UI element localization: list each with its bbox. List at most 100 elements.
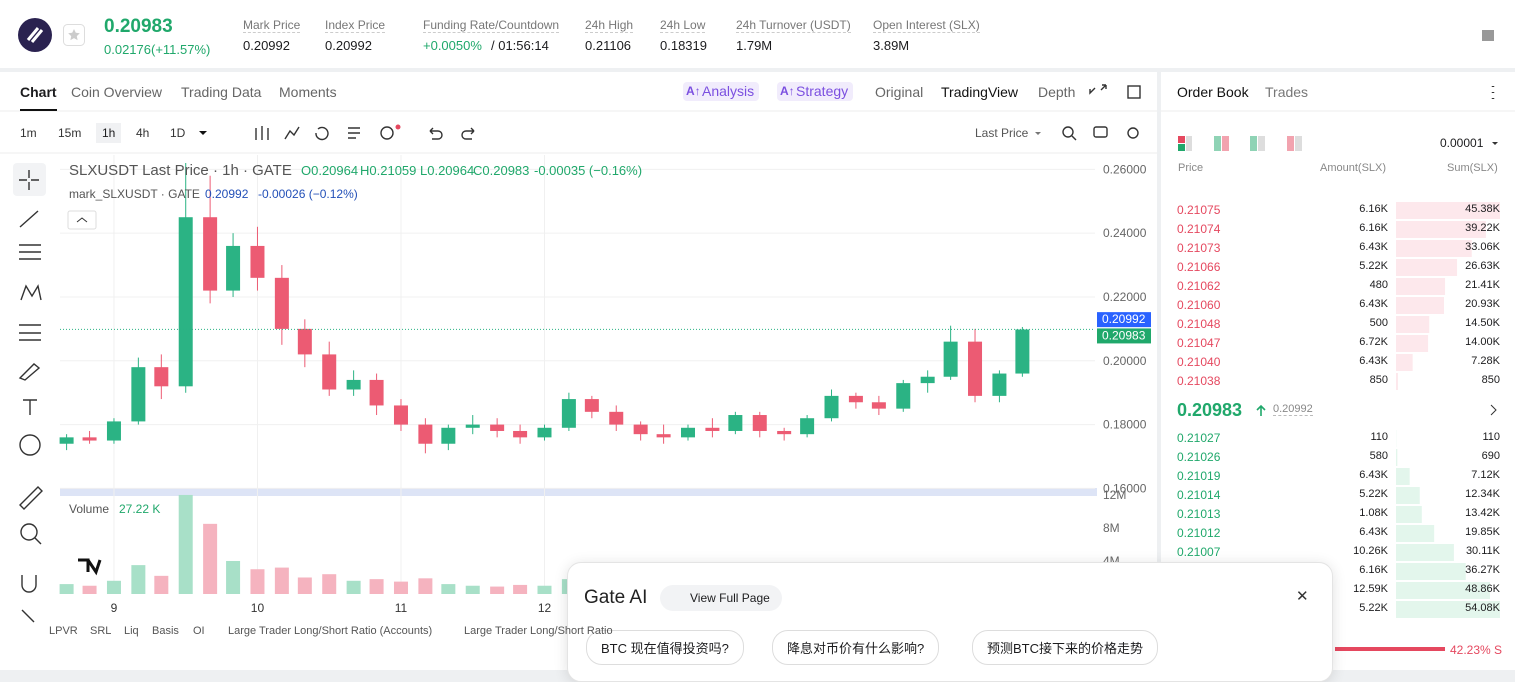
price-source[interactable]: Last Price (975, 126, 1028, 140)
indicator[interactable]: OI (193, 625, 205, 637)
orderbook-layout-icons (1178, 136, 1302, 151)
ob-amount: 5.22K (1288, 260, 1388, 272)
volume-bar (418, 578, 432, 594)
ob-amount: 1.08K (1288, 507, 1388, 519)
indicator[interactable]: Large Trader Long/Short Ratio (Accounts) (228, 625, 432, 637)
ob-amount: 580 (1288, 450, 1388, 462)
ob-price: 0.21014 (1177, 488, 1220, 502)
ob-sum: 12.34K (1400, 488, 1500, 500)
col-header: Amount(SLX) (1320, 162, 1386, 174)
ob-amount: 6.16K (1288, 203, 1388, 215)
stat-label: 24h High (585, 18, 633, 33)
indicator[interactable]: Liq (124, 625, 139, 637)
candle-body (634, 425, 648, 435)
interval[interactable]: 1h (96, 123, 121, 143)
ratio-value: 42.23% (1450, 643, 1491, 657)
collapse-button[interactable] (68, 211, 96, 229)
indicator[interactable]: LPVR (49, 625, 78, 637)
ob-amount: 6.16K (1288, 222, 1388, 234)
view-tab[interactable]: TradingView (941, 84, 1018, 100)
candle-body (298, 329, 312, 355)
volume-bar (226, 561, 240, 594)
x-tick-label: 10 (251, 601, 265, 615)
candle-body (1015, 330, 1029, 374)
chart-tab[interactable]: Chart (20, 84, 57, 111)
ob-sum: 13.42K (1400, 507, 1500, 519)
candle-body (944, 342, 958, 377)
stat-value: 3.89M (873, 38, 909, 53)
ai-icon: A↑ (686, 84, 701, 98)
ob-sum: 30.11K (1400, 545, 1500, 557)
view-tab[interactable]: Original (875, 84, 923, 100)
ob-sum: 21.41K (1400, 279, 1500, 291)
ob-tab[interactable]: Trades (1265, 84, 1308, 100)
candle-body (490, 425, 504, 431)
ob-price: 0.21026 (1177, 450, 1220, 464)
ob-amount: 6.16K (1288, 564, 1388, 576)
ob-price: 0.21013 (1177, 507, 1220, 521)
mid-price: 0.20983 (1177, 400, 1242, 421)
col-header: Sum(SLX) (1447, 162, 1498, 174)
precision[interactable]: 0.00001 (1440, 136, 1483, 150)
candle-body (83, 437, 97, 440)
volume-bar (107, 581, 121, 594)
volume-value: 27.22 K (119, 502, 160, 516)
ai-prompt[interactable]: 降息对币价有什么影响? (772, 630, 939, 665)
ratio-bar-sell (1335, 647, 1445, 651)
ob-amount: 6.43K (1288, 298, 1388, 310)
ob-price: 0.21060 (1177, 298, 1220, 312)
volume-bar (537, 586, 551, 594)
ratio-side: S (1494, 643, 1502, 657)
volume-bar (322, 574, 336, 594)
candle-body (154, 367, 168, 386)
volume-bar (490, 587, 504, 594)
tool-active[interactable] (13, 163, 46, 196)
ob-price: 0.21038 (1177, 374, 1220, 388)
chart-tab[interactable]: Moments (279, 84, 337, 100)
last-price-label: 0.20983 (1102, 328, 1146, 342)
chart-tab[interactable]: Coin Overview (71, 84, 162, 100)
view-tab[interactable]: Depth (1038, 84, 1075, 100)
mark-price-label: 0.20992 (1102, 312, 1146, 326)
ai-view-full[interactable]: View Full Page (660, 585, 782, 611)
candle-body (466, 425, 480, 428)
ob-tab[interactable]: Order Book (1177, 84, 1249, 100)
ob-sum: 45.38K (1400, 203, 1500, 215)
indicator[interactable]: Large Trader Long/Short Ratio (464, 625, 613, 637)
ob-amount: 6.43K (1288, 469, 1388, 481)
ob-price: 0.21019 (1177, 469, 1220, 483)
y-tick-label: 0.22000 (1103, 290, 1147, 304)
stat-label: 24h Low (660, 18, 705, 33)
candle-body (537, 428, 551, 438)
interval[interactable]: 15m (58, 126, 81, 140)
volume-bar (441, 584, 455, 594)
y-tick-label: 0.18000 (1103, 418, 1147, 432)
volume-bar (83, 586, 97, 594)
ai-prompt[interactable]: 预测BTC接下来的价格走势 (972, 630, 1158, 665)
chart-tab[interactable]: Trading Data (181, 84, 261, 100)
candle-body (370, 380, 384, 406)
candle-body (513, 431, 527, 437)
stat-label: 24h Turnover (USDT) (736, 18, 851, 33)
indicator[interactable]: SRL (90, 625, 111, 637)
dropdown-caret (199, 131, 207, 135)
ob-price: 0.21047 (1177, 336, 1220, 350)
ob-price: 0.21040 (1177, 355, 1220, 369)
volume-bar (203, 524, 217, 594)
depth-bar (1396, 449, 1397, 466)
ob-price: 0.21062 (1177, 279, 1220, 293)
candle-body (921, 377, 935, 383)
y-tick-label: 0.20000 (1103, 354, 1147, 368)
interval[interactable]: 1D (170, 126, 185, 140)
candle-body (849, 396, 863, 402)
indicator[interactable]: Basis (152, 625, 179, 637)
legend-ohlc: H0.21059 (360, 163, 416, 178)
ob-price: 0.21073 (1177, 241, 1220, 255)
interval[interactable]: 4h (136, 126, 149, 140)
candle-body (728, 415, 742, 431)
volume-bar (394, 582, 408, 594)
interval[interactable]: 1m (20, 126, 37, 140)
